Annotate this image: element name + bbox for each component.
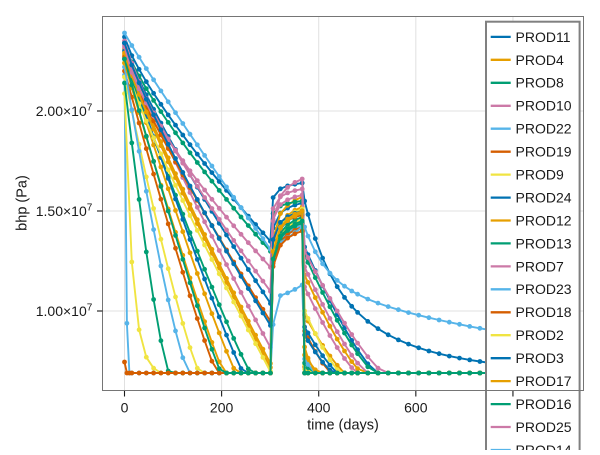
svg-text:PROD2: PROD2 bbox=[516, 327, 564, 343]
svg-text:0: 0 bbox=[121, 400, 129, 416]
svg-text:1.00×107: 1.00×107 bbox=[36, 302, 93, 319]
svg-text:600: 600 bbox=[404, 400, 428, 416]
svg-text:2.00×107: 2.00×107 bbox=[36, 102, 93, 119]
svg-text:PROD7: PROD7 bbox=[516, 258, 564, 274]
svg-text:200: 200 bbox=[210, 400, 234, 416]
svg-text:PROD4: PROD4 bbox=[516, 52, 564, 68]
svg-text:PROD17: PROD17 bbox=[516, 373, 572, 389]
svg-text:PROD9: PROD9 bbox=[516, 167, 564, 183]
svg-text:PROD14: PROD14 bbox=[516, 442, 572, 450]
svg-text:PROD11: PROD11 bbox=[516, 29, 571, 45]
svg-text:400: 400 bbox=[307, 400, 331, 416]
svg-text:PROD25: PROD25 bbox=[516, 419, 572, 435]
svg-text:PROD12: PROD12 bbox=[516, 212, 572, 228]
svg-text:PROD3: PROD3 bbox=[516, 350, 564, 366]
svg-text:PROD22: PROD22 bbox=[516, 121, 572, 137]
svg-text:PROD10: PROD10 bbox=[516, 98, 572, 114]
svg-text:PROD8: PROD8 bbox=[516, 75, 564, 91]
svg-text:PROD19: PROD19 bbox=[516, 144, 572, 160]
svg-text:PROD18: PROD18 bbox=[516, 304, 572, 320]
svg-text:bhp (Pa): bhp (Pa) bbox=[15, 175, 31, 231]
svg-text:PROD23: PROD23 bbox=[516, 281, 572, 297]
svg-text:PROD13: PROD13 bbox=[516, 235, 572, 251]
svg-text:time (days): time (days) bbox=[307, 418, 379, 434]
svg-text:1.50×107: 1.50×107 bbox=[36, 202, 93, 219]
svg-text:PROD16: PROD16 bbox=[516, 396, 572, 412]
svg-text:PROD24: PROD24 bbox=[516, 190, 572, 206]
